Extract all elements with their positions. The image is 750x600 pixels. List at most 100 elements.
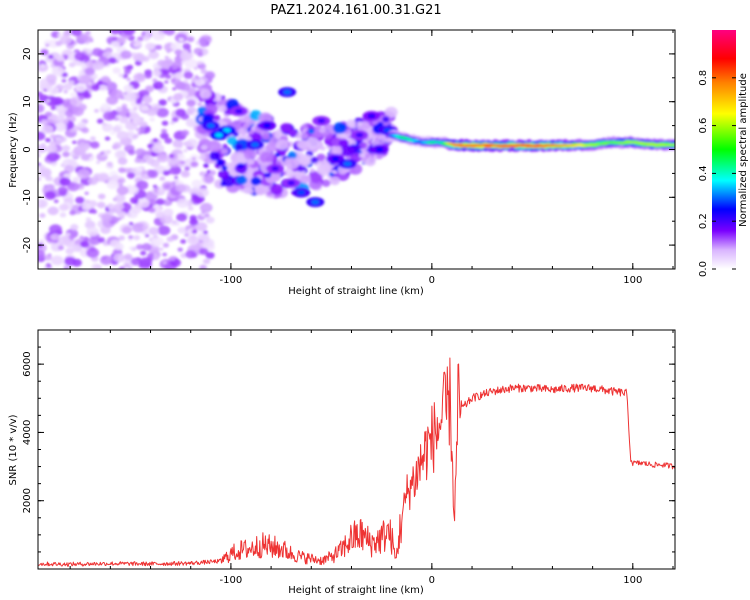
colorbar-tick-label: 0.4 (698, 165, 709, 181)
energy-blob-core (251, 142, 260, 148)
y-tick-label: -20 (22, 237, 33, 253)
scatter-cell (261, 133, 271, 141)
noise-cell (38, 131, 46, 141)
noise-cell (176, 213, 188, 222)
noise-cell (49, 134, 57, 139)
noise-cell (86, 226, 99, 237)
noise-cell (57, 33, 62, 37)
noise-cell (166, 50, 171, 54)
noise-cell (136, 244, 144, 250)
y-tick-label: 10 (22, 95, 33, 108)
scatter-cell (316, 153, 326, 162)
noise-cell (184, 58, 198, 69)
noise-cell (164, 137, 173, 144)
noise-cell (61, 145, 71, 152)
spectrogram-heatmap (38, 30, 675, 269)
noise-cell (170, 77, 181, 85)
snr-x-axis-label: Height of straight line (km) (288, 585, 424, 596)
scatter-cell (204, 175, 214, 184)
noise-cell (112, 142, 122, 149)
noise-cell (181, 129, 190, 136)
scatter-cell (301, 124, 308, 129)
noise-cell (38, 239, 45, 244)
energy-blob-core (367, 113, 376, 119)
noise-cell (140, 250, 147, 256)
noise-cell (90, 141, 100, 149)
noise-cell (122, 30, 136, 36)
noise-cell (170, 222, 175, 227)
noise-cell (112, 67, 121, 74)
noise-cell (110, 40, 121, 49)
noise-cell (173, 93, 184, 101)
noise-cell (203, 238, 215, 248)
noise-cell (48, 224, 62, 235)
noise-cell (148, 226, 160, 236)
noise-cell (189, 218, 199, 226)
ridge-cell (484, 145, 493, 148)
noise-cell (152, 138, 159, 143)
scatter-cell (356, 121, 363, 127)
noise-cell (117, 157, 128, 165)
noise-cell (48, 54, 54, 60)
noise-cell (59, 35, 72, 45)
noise-cell (126, 77, 132, 82)
noise-cell (56, 55, 65, 62)
noise-cell (197, 102, 203, 107)
noise-cell (147, 44, 154, 49)
noise-cell (120, 215, 125, 220)
noise-cell (40, 63, 46, 68)
noise-cell (176, 198, 190, 209)
scatter-cell (364, 153, 370, 158)
energy-blob-core (375, 147, 384, 152)
scatter-cell (217, 104, 227, 113)
scatter-cell (209, 151, 221, 161)
noise-cell (119, 116, 129, 124)
noise-cell (137, 55, 146, 63)
energy-blob-core (283, 89, 292, 95)
noise-cell (164, 30, 176, 36)
noise-cell (183, 79, 189, 84)
noise-cell (107, 203, 115, 209)
noise-cell (72, 176, 80, 183)
noise-cell (161, 120, 169, 126)
noise-cell (90, 136, 96, 141)
noise-cell (61, 78, 67, 83)
noise-cell (80, 153, 90, 161)
noise-cell (92, 61, 105, 71)
noise-cell (129, 112, 140, 120)
scatter-cell (329, 176, 341, 186)
noise-cell (159, 176, 166, 181)
noise-cell (172, 87, 177, 91)
noise-cell (191, 229, 198, 234)
noise-cell (104, 180, 109, 184)
scatter-cell (238, 127, 248, 136)
energy-blob-core (206, 123, 215, 129)
noise-cell (184, 233, 189, 237)
scatter-cell (321, 179, 331, 187)
noise-cell (116, 150, 126, 158)
noise-cell (152, 255, 160, 261)
energy-blob-core (214, 132, 223, 138)
scatter-cell (384, 106, 398, 118)
noise-cell (147, 169, 159, 179)
noise-cell (103, 111, 116, 121)
scatter-cell (308, 128, 315, 134)
noise-cell (131, 41, 136, 45)
noise-cell (162, 252, 167, 257)
colorbar-tick-label: 0.8 (698, 70, 709, 86)
scatter-cell (216, 159, 225, 166)
noise-cell (38, 177, 42, 181)
noise-cell (157, 189, 163, 193)
noise-cell (74, 52, 86, 61)
noise-cell (80, 240, 90, 248)
noise-cell (123, 91, 137, 102)
noise-cell (77, 121, 86, 129)
noise-cell (71, 30, 82, 37)
scatter-cell (221, 165, 228, 171)
scatter-cell (310, 172, 323, 183)
noise-cell (135, 127, 141, 132)
noise-cell (118, 167, 126, 173)
energy-blob-core (263, 123, 272, 129)
noise-cell (136, 166, 143, 172)
